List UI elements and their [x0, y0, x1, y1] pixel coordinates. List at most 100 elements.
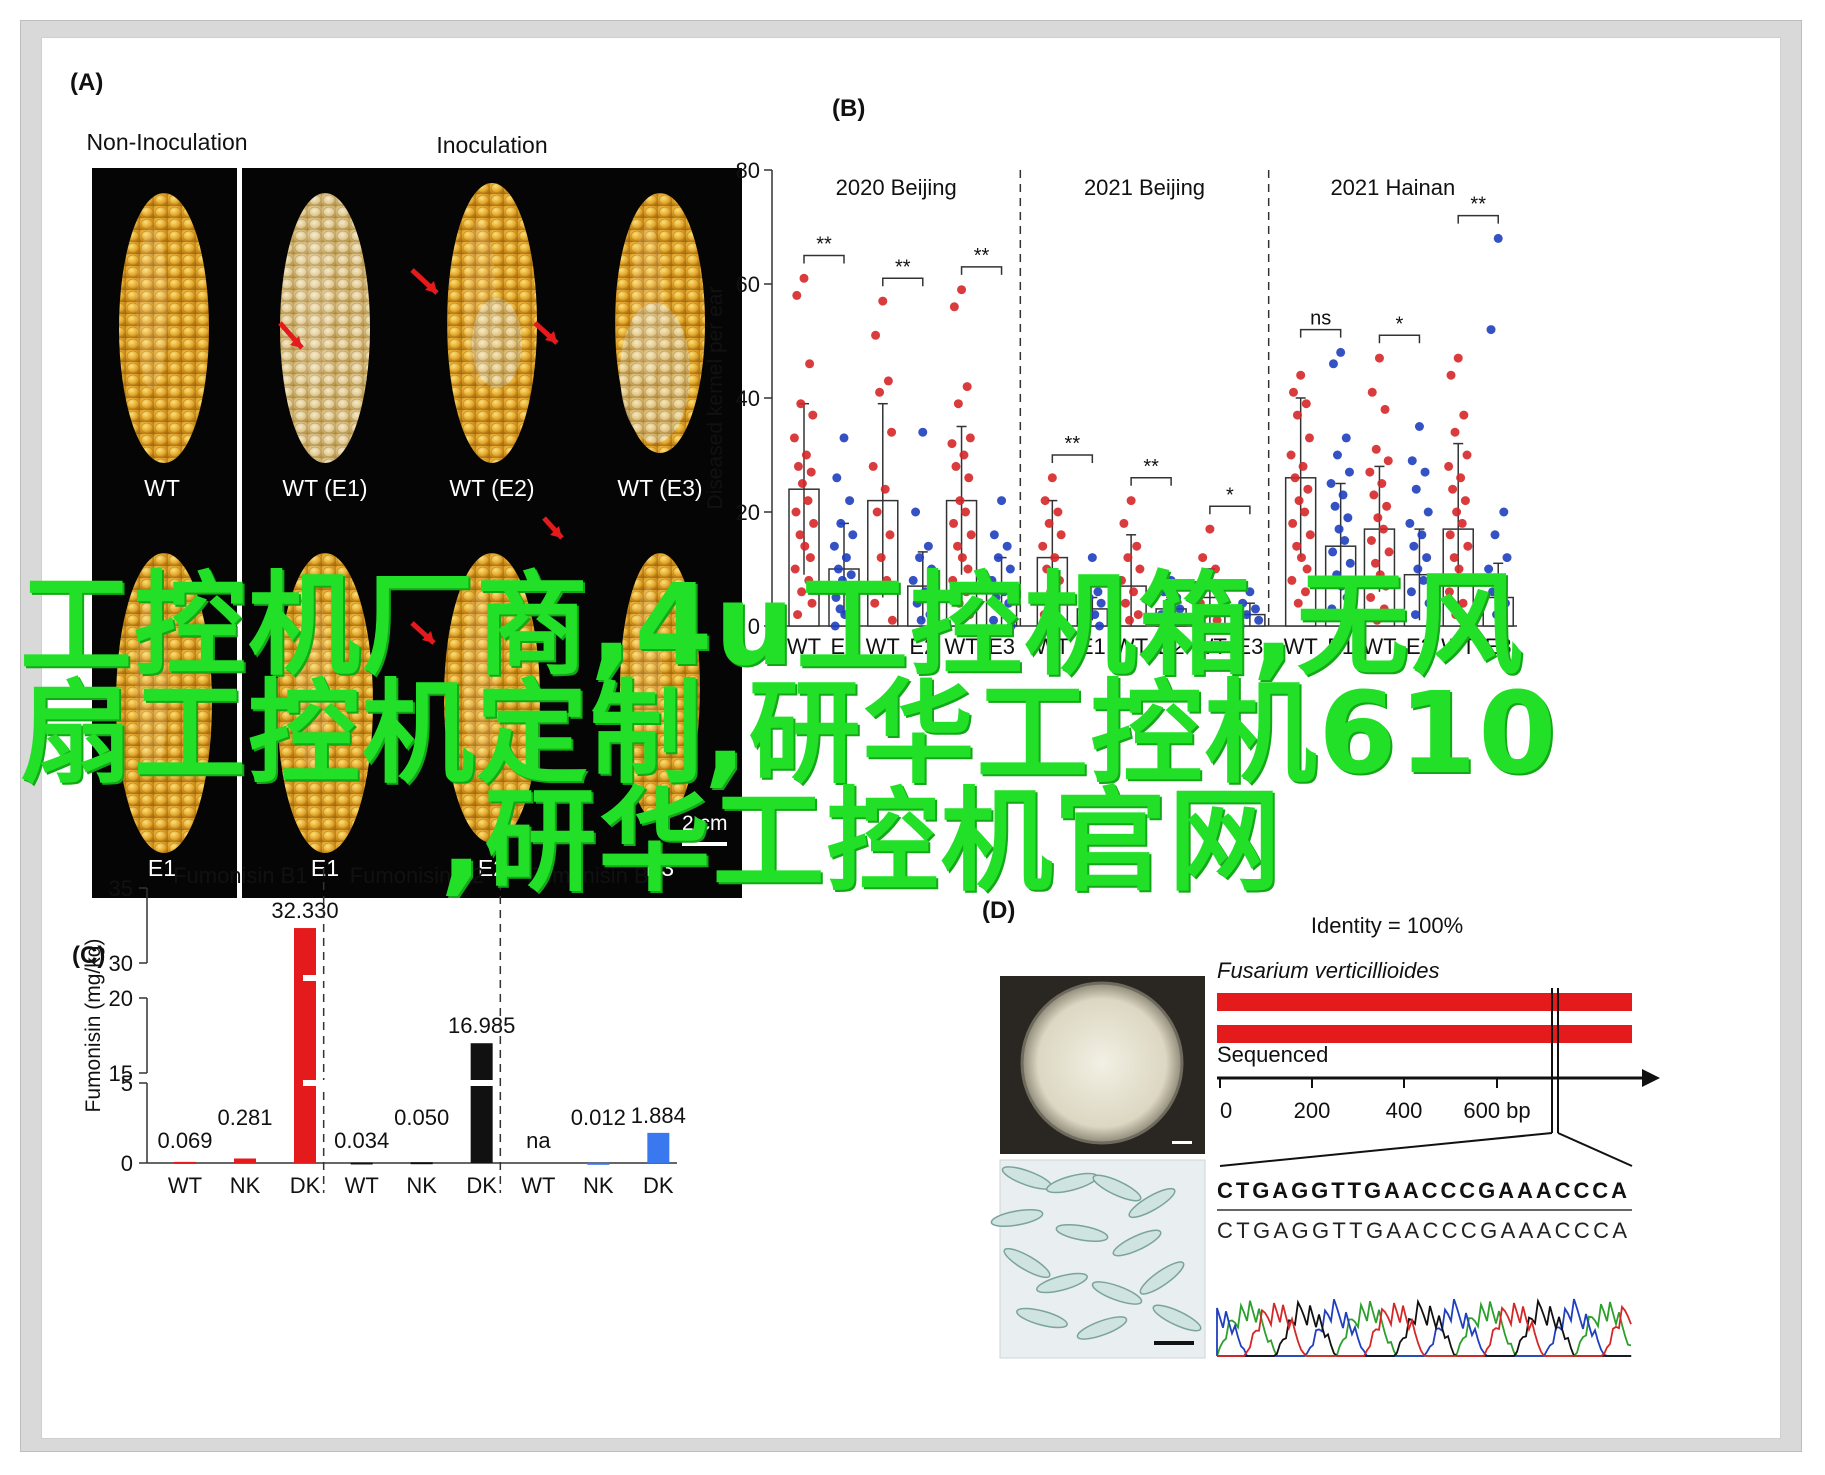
- data-point: [1381, 581, 1391, 591]
- data-point: [1460, 575, 1470, 585]
- panel-d-label: (D): [982, 897, 1015, 924]
- data-point: [1296, 370, 1306, 380]
- x-tick-label: E1: [831, 634, 858, 659]
- y-tick-label: 20: [109, 986, 133, 1011]
- x-tick-label: WT: [1114, 634, 1148, 659]
- data-point: [1214, 587, 1224, 597]
- spore: [1036, 1272, 1088, 1294]
- data-point: [876, 553, 886, 563]
- data-point: [807, 598, 817, 608]
- reference-bar-1: [1217, 993, 1632, 1011]
- data-point: [837, 575, 847, 585]
- data-point: [947, 439, 957, 449]
- data-point: [1340, 615, 1350, 625]
- data-point: [1366, 593, 1376, 602]
- ear-label: E1: [311, 855, 339, 881]
- data-point: [832, 473, 842, 483]
- data-point: [1302, 564, 1312, 574]
- data-point: [1080, 575, 1090, 585]
- y-tick-label: 20: [736, 500, 760, 525]
- facet-title: Fumonisin B3: [526, 863, 661, 888]
- scale-bar-label: 2 cm: [682, 812, 728, 835]
- facet-title: 2021 Beijing: [1084, 175, 1205, 200]
- data-point: [1451, 610, 1461, 620]
- y-tick-label: 15: [109, 1061, 133, 1086]
- data-point: [1038, 541, 1048, 551]
- data-point: [927, 564, 937, 574]
- data-label: 0.012: [571, 1105, 626, 1130]
- data-point: [1330, 501, 1340, 511]
- data-point: [1090, 610, 1100, 620]
- ear-label: WT: [144, 475, 180, 501]
- petri-scale-bar: [1172, 1141, 1192, 1144]
- significance-label: **: [1065, 433, 1081, 455]
- x-tick-label: E1: [1327, 634, 1354, 659]
- significance-bracket: [1457, 214, 1499, 224]
- data-point: [1235, 621, 1245, 631]
- data-point: [1296, 553, 1306, 563]
- data-point: [1250, 604, 1260, 614]
- significance-bracket: [960, 266, 1003, 275]
- data-point: [1039, 610, 1049, 620]
- data-point: [848, 530, 858, 540]
- data-point: [1055, 575, 1065, 585]
- data-point: [880, 484, 890, 494]
- data-point: [1040, 496, 1050, 506]
- data-point: [1163, 598, 1173, 608]
- data-point: [1195, 598, 1205, 608]
- data-point: [1245, 587, 1255, 597]
- data-label: 32.330: [271, 898, 338, 923]
- data-point: [961, 507, 971, 517]
- data-point: [1497, 615, 1507, 625]
- x-tick-label: WT: [1284, 634, 1318, 659]
- data-point: [1405, 518, 1415, 528]
- data-point: [1129, 587, 1139, 597]
- corn-ear: [280, 193, 370, 463]
- data-point: [1459, 410, 1469, 420]
- x-tick-label: NK: [406, 1173, 437, 1198]
- data-point: [1006, 621, 1016, 631]
- data-point: [833, 564, 843, 574]
- data-point: [843, 587, 853, 597]
- data-point: [1342, 593, 1352, 602]
- figure-svg: (A) Non-Inoculation Inoculation WT WT (E…: [70, 69, 1660, 1359]
- data-point: [1303, 484, 1313, 494]
- data-point: [792, 290, 802, 300]
- x-tick-label: E2: [1406, 634, 1433, 659]
- data-point: [878, 296, 888, 306]
- data-point: [1133, 610, 1143, 620]
- axis-break: [468, 1080, 496, 1086]
- panel-a-label: (A): [70, 69, 103, 96]
- data-point: [1042, 564, 1052, 574]
- data-point: [1343, 513, 1353, 523]
- data-point: [1300, 587, 1310, 597]
- data-point: [1199, 610, 1209, 620]
- data-label: 0.281: [217, 1105, 272, 1130]
- data-point: [1096, 598, 1106, 608]
- data-point: [1369, 490, 1379, 500]
- data-point: [799, 273, 809, 283]
- data-point: [1087, 553, 1097, 563]
- data-point: [1047, 473, 1057, 483]
- data-point: [1410, 610, 1420, 620]
- data-point: [1119, 518, 1129, 528]
- data-point: [1341, 433, 1351, 443]
- data-point: [1345, 558, 1355, 568]
- panel-b-label: (B): [832, 95, 865, 122]
- bar: [647, 1132, 670, 1163]
- data-point: [1463, 541, 1473, 551]
- data-point: [840, 610, 850, 620]
- infection-patch: [620, 303, 690, 443]
- data-point: [1424, 598, 1434, 608]
- facet-title: Fumonisin B2: [350, 863, 485, 888]
- ear-highlight: [297, 227, 329, 389]
- bp-tick-label: 200: [1294, 1098, 1331, 1123]
- data-point: [1373, 513, 1383, 523]
- data-point: [789, 433, 799, 443]
- corn-ear: [119, 193, 209, 463]
- data-point: [966, 530, 976, 540]
- data-point: [1123, 553, 1133, 563]
- panel-c-label: (C): [72, 942, 105, 969]
- spore-scale-bar: [1154, 1341, 1194, 1345]
- y-axis-label: Fumonisin (mg/kg): [82, 939, 105, 1113]
